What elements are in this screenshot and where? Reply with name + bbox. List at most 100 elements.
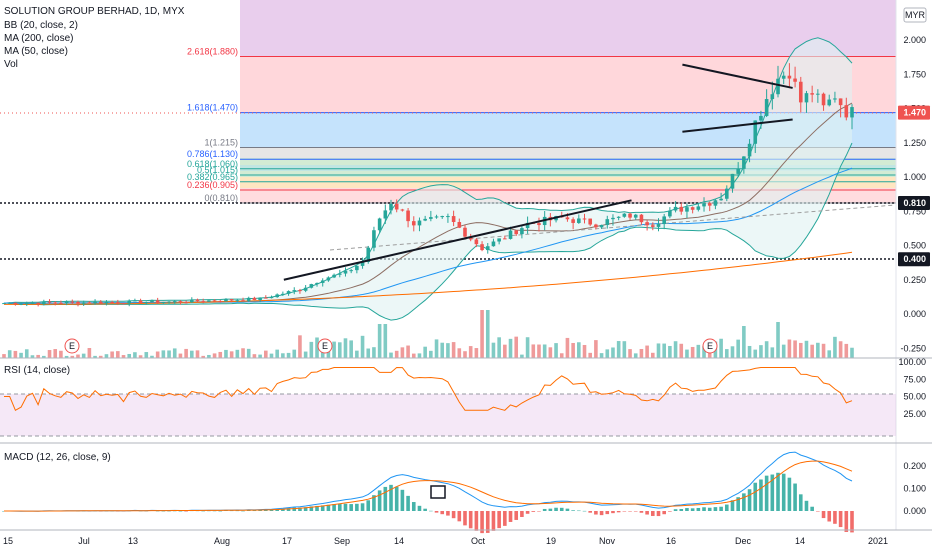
volume-bar [503,345,507,358]
candle-body [748,144,752,157]
macd-hist-bar [560,508,564,511]
macd-hist-bar [583,511,587,512]
volume-bar [497,337,501,358]
macd-hist-bar [355,504,359,511]
macd-hist-bar [742,493,746,511]
candle-body [304,288,308,291]
price-axis: 2.0001.7501.5001.2501.0000.7500.5000.250… [900,35,926,353]
macd-hist-bar [827,511,831,521]
volume-bar [446,343,450,358]
volume-bar [406,346,410,358]
candle-body [110,302,114,303]
macd-hist-bar [782,474,786,511]
volume-bar [14,351,18,358]
candle-body [179,301,183,302]
macd-hist-bar [628,511,632,512]
candle-body [850,107,854,117]
candle-body [190,300,194,303]
bb-label: BB (20, close, 2) [4,20,78,31]
macd-hist-bar [497,511,501,528]
price-tick: 0.000 [903,309,926,319]
candle-body [48,302,52,303]
rsi-tick: 25.00 [903,409,926,419]
macd-hist-bar [634,511,638,512]
macd-hist-bar [475,511,479,531]
candle-body [588,219,592,225]
macd-hist-bar [440,511,444,514]
candle-body [702,203,706,206]
candle-body [736,169,740,174]
vol-label: Vol [4,59,18,70]
macd-hist-bar [594,511,598,515]
volume-bar [8,350,12,358]
volume-bar [349,340,353,358]
volume-bar [526,337,530,358]
candle-body [827,100,831,106]
volume-bar [583,345,587,358]
candle-body [617,217,621,218]
volume-bar [332,342,336,358]
price-tick: 2.000 [903,35,926,45]
candle-body [520,228,524,234]
volume-bar [401,347,405,358]
candle-body [833,98,837,99]
crossover-marker[interactable] [431,486,445,498]
candle-body [731,174,735,189]
candle-body [247,298,251,301]
macd-hist-bar [338,504,342,511]
macd-hist-bar [691,508,695,511]
macd-hist-bar [605,511,609,514]
volume-bar [486,310,490,358]
time-tick: 15 [3,536,13,546]
macd-hist-bar [401,490,405,511]
candle-body [577,218,581,222]
volume-bar [845,344,849,358]
candle-body [440,216,444,217]
candle-body [782,76,786,79]
macd-hist-bar [531,511,535,512]
candle-body [583,218,587,219]
candle-body [42,302,46,305]
volume-bar [543,344,547,358]
volume-bar [617,341,621,358]
candle-body [65,302,69,304]
time-tick: 13 [128,536,138,546]
candle-body [344,271,348,274]
volume-bar [173,348,177,358]
candle-body [53,302,57,303]
macd-hist-bar [463,511,467,525]
volume-bar [366,349,370,358]
candle-body [207,300,211,301]
volume-bar [645,346,649,358]
candle-body [435,216,439,217]
time-tick: 19 [546,536,556,546]
volume-bar [571,343,575,358]
volume-bar [611,347,615,358]
candle-body [372,230,376,247]
candle-body [492,242,496,247]
candle-body [281,294,285,295]
fib-label: 0(0.810) [204,193,238,203]
price-tag: 0.400 [903,254,926,264]
macd-hist-bar [588,511,592,513]
volume-bar [452,342,456,358]
candle-body [292,290,296,291]
candle-body [218,301,222,302]
time-tick: 16 [666,536,676,546]
time-tick: 14 [795,536,805,546]
volume-bar [560,353,564,358]
fib-label: 2.618(1.880) [187,46,238,56]
candle-body [571,219,575,223]
macd-hist-bar [418,506,422,511]
macd-hist-bar [753,483,757,511]
candle-body [327,277,331,280]
macd-hist-bar [839,511,843,527]
macd-hist-bar [674,509,678,511]
candle-body [423,219,427,221]
price-tag: 0.810 [903,198,926,208]
volume-bar [287,353,291,358]
volume-bar [509,339,513,358]
candle-body [691,207,695,210]
volume-bar [264,351,268,358]
